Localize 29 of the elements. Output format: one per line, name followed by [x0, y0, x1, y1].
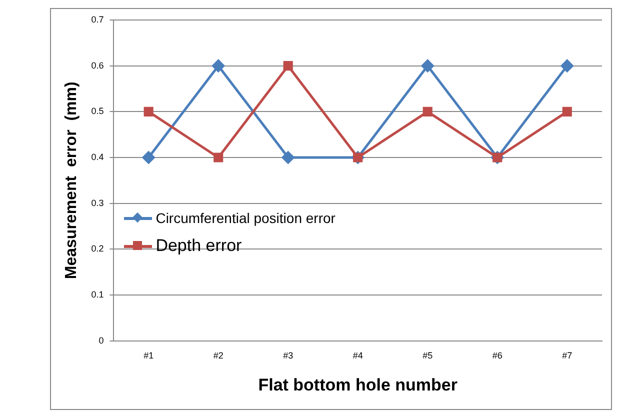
y-axis-title: Measurement error (mm) — [63, 82, 80, 280]
x-tick-label: #4 — [352, 350, 363, 361]
legend-label: Circumferential position error — [156, 210, 336, 226]
x-axis-title: Flat bottom hole number — [258, 375, 458, 394]
point — [214, 152, 224, 162]
x-tick-label: #6 — [492, 350, 502, 361]
point — [142, 151, 155, 164]
x-tick-label: #2 — [213, 350, 224, 361]
point — [421, 60, 434, 72]
y-tick-label: 0.2 — [91, 244, 104, 254]
y-tick-label: 0.3 — [91, 198, 104, 208]
legend-label: Depth error — [156, 236, 242, 256]
x-tick-label: #5 — [422, 350, 433, 361]
point — [560, 60, 574, 72]
x-tick-label: #3 — [283, 350, 294, 361]
point — [144, 106, 154, 116]
y-tick-label: 0.5 — [91, 106, 104, 116]
point — [283, 61, 293, 71]
y-tick-label: 0.7 — [91, 14, 104, 24]
point — [562, 106, 572, 116]
y-tick-label: 0.4 — [91, 152, 104, 162]
point — [282, 151, 294, 164]
y-tick-label: 0 — [98, 335, 104, 346]
point — [212, 60, 225, 72]
y-tick-label: 0.6 — [91, 60, 104, 70]
point — [422, 106, 432, 116]
y-tick-label: 0.1 — [91, 289, 104, 300]
x-tick-label: #7 — [562, 350, 572, 361]
x-tick-label: #1 — [144, 350, 154, 361]
